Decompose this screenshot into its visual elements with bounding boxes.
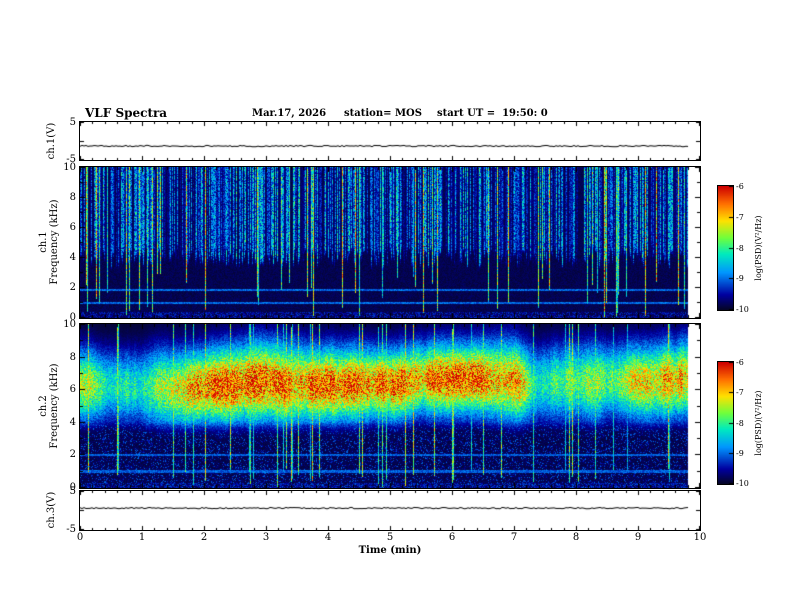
y-tick-label: 5	[69, 486, 76, 497]
ch1-voltage-waveform-canvas	[80, 122, 700, 160]
ch2-axis-label-line2: Frequency (kHz)	[49, 363, 60, 449]
x-tick-label: 5	[386, 532, 394, 543]
y-tick-label: 4	[69, 417, 76, 428]
y-tick-label: 5	[69, 117, 76, 128]
ch1-voltage-panel	[79, 121, 701, 161]
x-tick-label: 7	[510, 532, 518, 543]
ch2-spectrogram-canvas	[80, 324, 700, 488]
y-tick-label: 6	[69, 222, 76, 233]
colorbar-tick-label: -9	[736, 274, 744, 283]
x-tick-label: 6	[448, 532, 456, 543]
colorbar-tick-label: -8	[736, 244, 744, 253]
date-label: Mar.17, 2026	[252, 108, 327, 119]
ch1-axis-label-line1: ch.1	[38, 231, 49, 253]
ch3-voltage-waveform-canvas	[80, 491, 700, 530]
ch2-axis-label-line1: ch.2	[38, 395, 49, 417]
y-tick-label: -5	[66, 154, 76, 165]
colorbar-tick-label: -6	[736, 358, 744, 367]
x-axis-title: Time (min)	[358, 545, 422, 556]
colorbar-tick-label: -7	[736, 388, 744, 397]
ch1-axis-label-line2: Frequency (kHz)	[49, 199, 60, 285]
ch1-spectrogram-panel	[79, 166, 701, 319]
x-tick-label: 10	[693, 532, 707, 543]
y-tick-label: 2	[69, 449, 76, 460]
x-tick-label: 8	[572, 532, 580, 543]
ch1-colorbar-canvas	[718, 186, 733, 310]
ch1-colorbar	[717, 185, 734, 311]
y-tick-label: -5	[66, 524, 76, 535]
x-tick-label: 2	[200, 532, 208, 543]
colorbar-tick-label: -8	[736, 419, 744, 428]
ch2-frequency-axis-label: ch.2 Frequency (kHz)	[38, 351, 60, 461]
x-tick-label: 1	[138, 532, 146, 543]
y-tick-label: 4	[69, 252, 76, 263]
ch2-spectrogram-panel	[79, 323, 701, 489]
y-tick-label: 0	[69, 482, 76, 493]
colorbar-tick-label: -10	[736, 305, 749, 314]
y-tick-label: 2	[69, 282, 76, 293]
ch2-colorbar	[717, 361, 734, 485]
y-tick-label: 0	[69, 312, 76, 323]
y-tick-label: 8	[69, 192, 76, 203]
ch2-colorbar-canvas	[718, 362, 733, 484]
ch1-frequency-axis-label: ch.1 Frequency (kHz)	[38, 187, 60, 297]
colorbar-tick-label: -6	[736, 182, 744, 191]
x-tick-label: 0	[76, 532, 84, 543]
station-label: station= MOS	[344, 108, 422, 119]
y-tick-label: 6	[69, 384, 76, 395]
colorbar-tick-label: -7	[736, 213, 744, 222]
x-tick-label: 4	[324, 532, 332, 543]
ch1-spectrogram-canvas	[80, 167, 700, 318]
start-ut-label: start UT = 19:50: 0	[437, 108, 548, 119]
ch3-voltage-panel	[79, 490, 701, 531]
colorbar-tick-label: -10	[736, 479, 749, 488]
figure-title: VLF Spectra	[85, 106, 168, 120]
y-tick-label: 10	[63, 319, 76, 330]
x-tick-label: 3	[262, 532, 270, 543]
x-tick-label: 9	[634, 532, 642, 543]
y-tick-label: 10	[63, 162, 76, 173]
y-tick-label: 8	[69, 352, 76, 363]
colorbar-tick-label: -9	[736, 449, 744, 458]
